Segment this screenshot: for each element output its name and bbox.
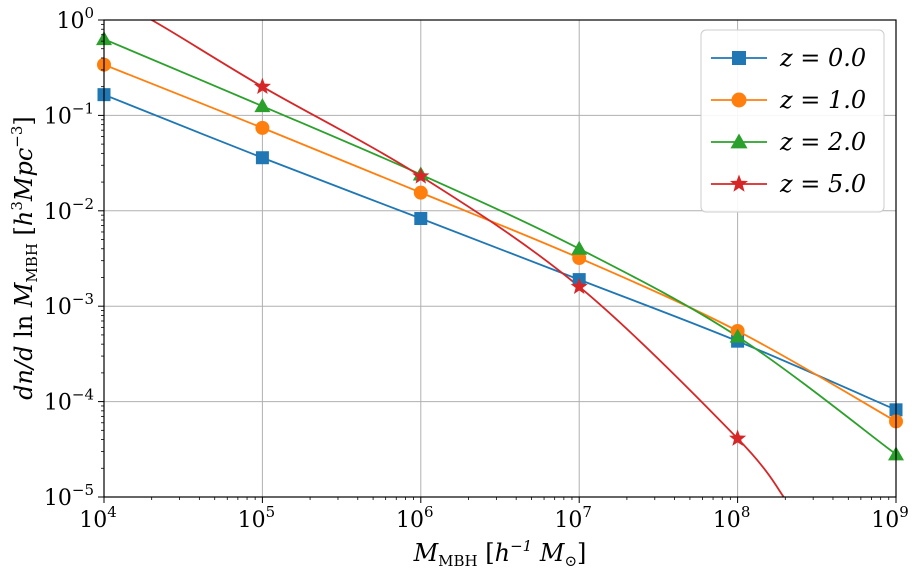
legend-label: z = 5.0 — [779, 170, 866, 198]
data-point-z-2-0 — [729, 328, 746, 343]
legend-label: z = 2.0 — [779, 128, 866, 156]
legend-label: z = 0.0 — [779, 44, 866, 72]
legend-item-z-5-0: z = 5.0 — [711, 170, 866, 198]
plot-frame — [103, 19, 897, 498]
y-tick-label: 10−1 — [44, 99, 94, 129]
legend-box — [700, 29, 885, 213]
y-tick-label: 10−5 — [44, 481, 94, 511]
y-tick-label: 10−3 — [44, 290, 94, 320]
x-tick-label: 105 — [238, 503, 276, 533]
data-point-z-0-0 — [414, 212, 428, 226]
y-tick-label: 100 — [56, 4, 94, 34]
series-line-z-5-0 — [149, 20, 785, 497]
legend-marker-star — [729, 174, 749, 192]
legend-marker-square — [732, 51, 746, 65]
data-point-z-1-0 — [413, 185, 428, 200]
legend-marker-circle — [731, 92, 747, 108]
x-tick-label: 107 — [554, 503, 592, 533]
legend: z = 0.0 z = 1.0 z = 2.0 z = 5.0 — [700, 29, 885, 213]
legend-item-z-1-0: z = 1.0 — [711, 86, 866, 114]
y-tick-label: 10−4 — [44, 386, 94, 416]
data-point-z-5-0 — [253, 77, 271, 94]
x-tick-label: 104 — [79, 503, 117, 533]
data-point-z-2-0 — [571, 240, 588, 255]
data-point-z-5-0 — [412, 167, 430, 184]
legend-item-z-2-0: z = 2.0 — [711, 128, 866, 156]
legend-label: z = 1.0 — [779, 86, 866, 114]
data-point-z-5-0 — [570, 277, 588, 295]
data-point-z-2-0 — [254, 98, 271, 113]
y-tick-label: 10−2 — [44, 195, 94, 225]
x-axis-label: MMBH [h−1 M⊙] — [413, 537, 587, 570]
data-point-z-1-0 — [255, 120, 270, 135]
data-point-z-0-0 — [255, 151, 269, 165]
ticks: 104 105 106 107 108 109 10−5 10−4 10−3 10−2 10−1 10… — [44, 4, 909, 533]
y-axis-label: dn/d ln MMBH [h3Mpc−3] — [8, 116, 41, 400]
legend-marker-triangle — [730, 133, 748, 149]
data-point-z-5-0 — [729, 429, 747, 446]
series-line-z-2-0 — [104, 38, 896, 456]
legend-item-z-0-0: z = 0.0 — [711, 44, 866, 72]
x-tick-label: 106 — [396, 503, 434, 533]
x-tick-label: 108 — [713, 503, 751, 533]
x-tick-label: 109 — [871, 503, 909, 533]
series-line-z-1-0 — [104, 63, 896, 423]
series-group — [104, 20, 896, 497]
